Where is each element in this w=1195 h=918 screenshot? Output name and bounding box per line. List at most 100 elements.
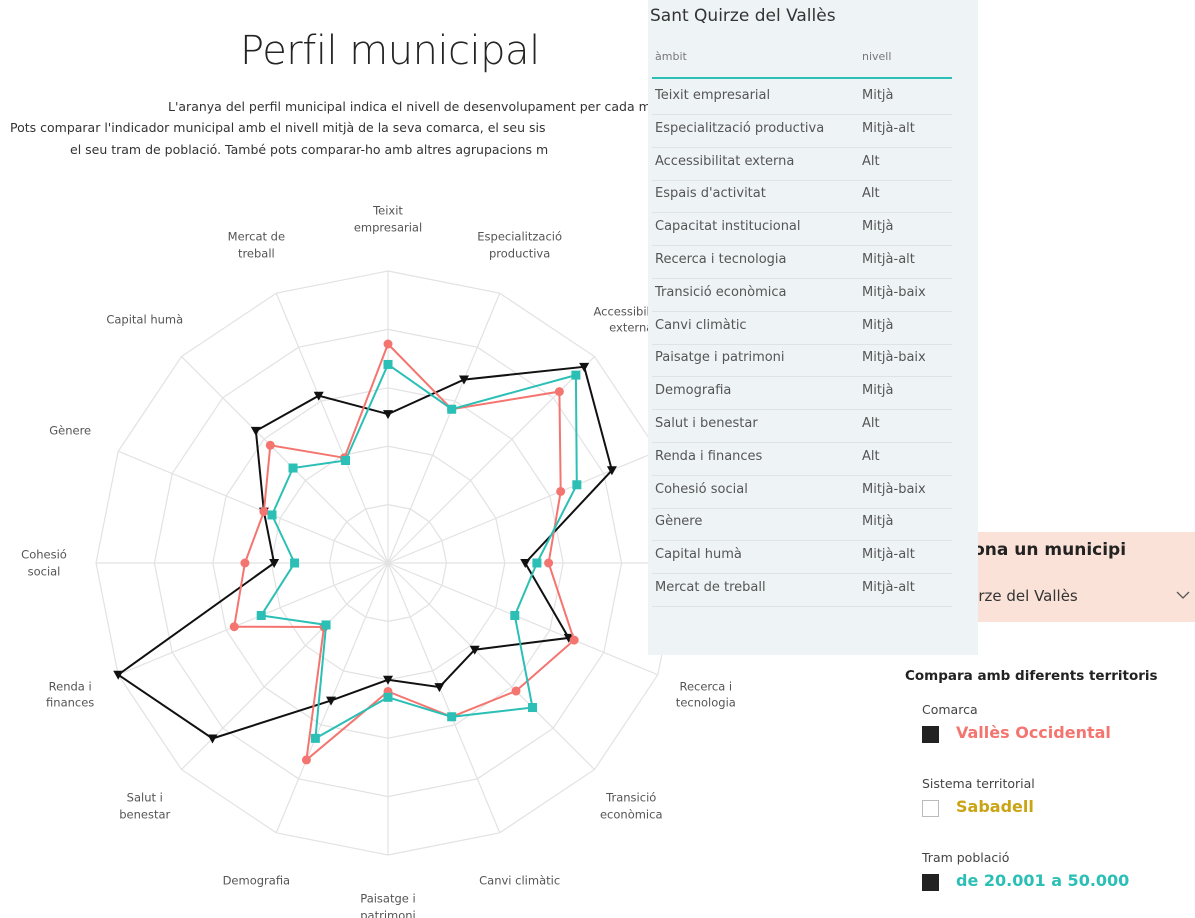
- group-label: Tram població: [922, 850, 1010, 865]
- point: [267, 510, 277, 520]
- group-value[interactable]: Vallès Occidental: [956, 723, 1111, 742]
- row-divider: [652, 606, 952, 607]
- category-label: Paisatge i patrimoni: [360, 891, 416, 918]
- point: [469, 645, 480, 655]
- point: [269, 559, 280, 568]
- point: [554, 387, 564, 397]
- point: [341, 455, 351, 465]
- cell: Mitjà: [862, 514, 894, 530]
- point: [571, 370, 581, 380]
- point: [256, 611, 266, 621]
- row-divider: [652, 507, 952, 509]
- cell: Mitjà-baix: [862, 350, 926, 366]
- row-divider: [652, 442, 952, 443]
- point: [556, 486, 566, 496]
- cell: Capital humà: [655, 547, 742, 563]
- cell: Mitjà-baix: [862, 481, 926, 497]
- cell: Mitjà-alt: [862, 120, 915, 136]
- category-label: Transició econòmica: [599, 790, 663, 822]
- cell: Mitjà-baix: [862, 284, 926, 300]
- cell: Accessibilitat externa: [655, 153, 795, 169]
- point: [310, 733, 320, 743]
- point: [240, 558, 250, 568]
- cell: Cohesió social: [655, 481, 748, 497]
- point: [606, 466, 617, 476]
- category-label: Canvi climàtic: [479, 873, 561, 888]
- group-value[interactable]: Sabadell: [956, 797, 1034, 816]
- point: [447, 404, 457, 414]
- point: [572, 480, 582, 490]
- point: [458, 375, 469, 385]
- cell: Alt: [862, 416, 880, 431]
- axis-spoke: [387, 562, 595, 770]
- row-divider: [652, 376, 952, 378]
- cell: Mitjà-alt: [862, 580, 915, 595]
- axis-spoke: [181, 356, 389, 564]
- cell: Mitjà-alt: [862, 252, 915, 267]
- point: [113, 670, 124, 680]
- header-rule: [652, 77, 952, 79]
- cell: Mitjà-alt: [862, 547, 915, 563]
- point: [301, 755, 311, 765]
- dropdown-chevron[interactable]: [1176, 590, 1190, 600]
- category-label: Teixit empresarial: [353, 203, 423, 234]
- checkbox[interactable]: [922, 726, 939, 743]
- cell: Alt: [862, 153, 880, 169]
- column-header: nivell: [862, 50, 892, 63]
- cell: Gènere: [655, 514, 703, 530]
- row-divider: [652, 310, 952, 312]
- category-label: Cohesió social: [21, 547, 67, 578]
- group-label: Comarca: [922, 702, 978, 717]
- row-divider: [652, 245, 952, 247]
- row-divider: [652, 540, 952, 542]
- category-label: Gènere: [49, 424, 92, 439]
- point: [207, 734, 218, 744]
- level-table: Sant Quirze del Vallès àmbit nivell Teix…: [648, 0, 978, 655]
- cell: Mitjà: [862, 88, 894, 103]
- category-label: Capital humà: [106, 312, 184, 327]
- point: [510, 611, 520, 621]
- cell: Paisatge i patrimoni: [655, 350, 785, 366]
- group-value[interactable]: de 20.001 a 50.000: [956, 871, 1130, 890]
- category-label: Especialització productiva: [477, 229, 563, 261]
- table-title: Sant Quirze del Vallès: [650, 6, 836, 26]
- description-line: Pots comparar l'indicador municipal amb …: [10, 120, 546, 135]
- axis-spoke: [387, 356, 595, 564]
- point: [532, 558, 542, 568]
- row-divider: [652, 114, 952, 115]
- checkbox[interactable]: [922, 800, 939, 817]
- point: [563, 633, 574, 643]
- point: [383, 339, 393, 349]
- point: [290, 558, 300, 568]
- row-divider: [652, 146, 952, 148]
- point: [250, 426, 261, 436]
- point: [434, 683, 445, 693]
- description-line: L'aranya del perfil municipal indica el …: [168, 99, 689, 114]
- checkbox[interactable]: [922, 874, 939, 891]
- cell: Salut i benestar: [655, 416, 758, 431]
- axis-spoke: [275, 292, 389, 564]
- compare-panel: Compara amb diferents territoris Comarca…: [900, 658, 1195, 918]
- point: [511, 686, 521, 696]
- point: [383, 359, 393, 369]
- point: [544, 558, 554, 568]
- cell: Mercat de treball: [655, 580, 766, 595]
- cell: Mitjà: [862, 317, 894, 333]
- category-label: Salut i benestar: [119, 790, 171, 822]
- row-divider: [652, 573, 952, 575]
- point: [321, 620, 331, 630]
- category-label: Mercat de treball: [227, 229, 286, 261]
- row-divider: [652, 278, 952, 279]
- column-header: àmbit: [655, 50, 687, 63]
- axis-spoke: [117, 450, 389, 564]
- cell: Recerca i tecnologia: [655, 252, 787, 267]
- group-label: Sistema territorial: [922, 776, 1035, 791]
- row-divider: [652, 474, 952, 476]
- cell: Mitjà: [862, 219, 894, 235]
- row-divider: [652, 409, 952, 411]
- point: [383, 410, 393, 420]
- axis-spoke: [387, 450, 659, 564]
- axis-spoke: [387, 562, 659, 676]
